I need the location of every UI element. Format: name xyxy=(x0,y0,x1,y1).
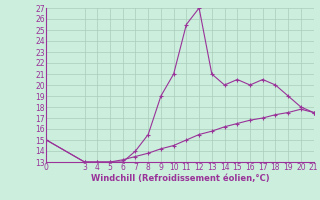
X-axis label: Windchill (Refroidissement éolien,°C): Windchill (Refroidissement éolien,°C) xyxy=(91,174,269,183)
